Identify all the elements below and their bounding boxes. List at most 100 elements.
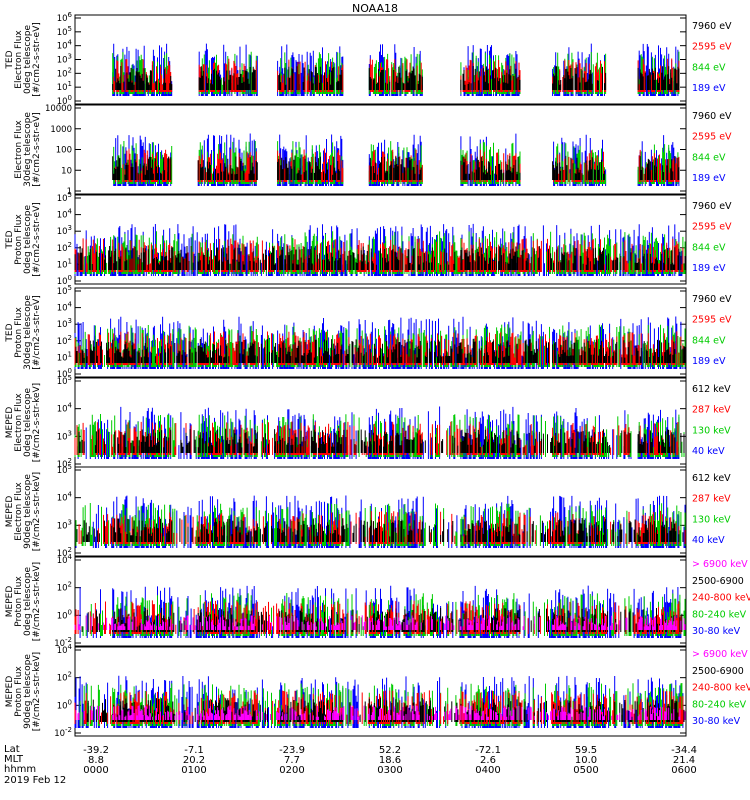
legend-entry: 612 keV	[692, 384, 731, 395]
y-tick-label: 102	[57, 334, 72, 347]
y-label-line: MEPED	[5, 407, 15, 439]
y-tick-label: 103	[57, 224, 72, 237]
legend-entry: 2595 eV	[692, 132, 732, 143]
legend-entry: 30-80 keV	[692, 716, 741, 727]
y-tick-label: 103	[57, 518, 72, 531]
time-tick-hhmm: 0300	[377, 765, 402, 776]
time-tick-mlt: 8.8	[88, 755, 104, 766]
time-tick-mlt: 7.7	[284, 755, 300, 766]
y-tick-label: 10000	[45, 104, 72, 114]
legend-entry: 2500-6900	[692, 666, 744, 677]
y-label-line: MEPED	[5, 676, 15, 708]
y-label-line: Electron Flux	[14, 482, 24, 541]
y-axis-label: Electron Flux 30deg telescope [#/cm2-s-str…	[14, 112, 42, 187]
y-tick-label: 105	[57, 463, 72, 476]
y-label-line: 90deg telescope	[23, 654, 33, 729]
legend-entry: 40 keV	[692, 446, 725, 457]
y-axis-label: MEPED Proton Flux 0deg telescope [#/cm2-s-s…	[5, 562, 42, 641]
y-tick-label: 100	[57, 274, 72, 287]
legend-entry: 189 eV	[692, 356, 726, 367]
y-tick-label: 105	[57, 25, 72, 38]
y-tick-label: 1000	[50, 125, 72, 135]
y-axis-label: MEPED Proton Flux 90deg telescope [#/cm2-s-…	[5, 652, 42, 731]
legend-entry: 130 keV	[692, 514, 731, 525]
legend-entry: 844 eV	[692, 62, 726, 73]
legend-entry: 240-800 keV	[692, 593, 750, 604]
legend-entry: 844 eV	[692, 335, 726, 346]
time-tick-hhmm: 0500	[573, 765, 598, 776]
panel-7: 10-2 100 102 104 MEPED Proton Flux 0deg telesc…	[5, 553, 750, 649]
legend-entry: 7960 eV	[692, 111, 732, 122]
y-tick-label: 105	[57, 374, 72, 387]
y-tick-label: 102	[57, 241, 72, 254]
y-tick-label: 104	[57, 643, 73, 656]
legend-entry: 130 keV	[692, 425, 731, 436]
time-tick-lat: 52.2	[379, 745, 401, 756]
legend-entry: 287 keV	[692, 405, 731, 416]
panel-frame	[74, 287, 687, 378]
y-label-line: MEPED	[5, 496, 15, 528]
series-magenta	[74, 615, 686, 630]
y-label-line: Proton Flux	[14, 307, 24, 358]
y-label-line: [#/cm2-s-str-eV]	[32, 112, 42, 187]
y-tick-label: 100	[57, 608, 72, 621]
legend-entry: 2500-6900	[692, 576, 744, 587]
y-tick-label: 102	[57, 581, 72, 594]
y-tick-label: 102	[57, 546, 72, 559]
series-magenta	[75, 705, 686, 720]
y-label-line: TED	[5, 50, 15, 69]
y-label-line: [#/cm2-s-str-keV]	[32, 652, 42, 731]
series-black	[75, 338, 686, 363]
legend-entry: 240-800 keV	[692, 683, 750, 694]
legend-entry: 7960 eV	[692, 21, 732, 32]
time-tick-hhmm: 0200	[279, 765, 304, 776]
y-tick-label: 100	[57, 698, 72, 711]
time-tick-hhmm: 0000	[83, 765, 108, 776]
time-tick-mlt: 2.6	[480, 755, 496, 766]
y-label-line: [#/cm2-s-str-eV]	[32, 295, 42, 370]
time-tick-hhmm: 0600	[671, 765, 696, 776]
time-tick-hhmm: 0400	[475, 765, 500, 776]
y-tick-label: 103	[57, 53, 72, 66]
y-label-line: MEPED	[5, 586, 15, 618]
y-tick-label: 102	[57, 457, 72, 470]
y-label-line: Electron Flux	[14, 120, 24, 179]
legend-entry: 189 eV	[692, 263, 726, 274]
y-tick-label: 104	[57, 553, 73, 566]
legend-entry: 189 eV	[692, 83, 726, 94]
legend-entry: 30-80 keV	[692, 626, 741, 637]
panel-8: 10-2 100 102 104 MEPED Proton Flux 90deg teles…	[5, 643, 750, 739]
y-tick-label: 100	[56, 146, 72, 156]
chart-title: NOAA18	[351, 2, 399, 15]
panel-5: 102 103 104 105 MEPED Electron Flux 0deg teles…	[5, 374, 731, 470]
legend-entry: 844 eV	[692, 242, 726, 253]
y-axis-label: MEPED Electron Flux 90deg telescope [#/cm2-…	[5, 472, 42, 551]
y-label-line: 0deg telescope	[23, 388, 33, 458]
time-tick-mlt: 18.6	[379, 755, 401, 766]
y-label-line: [#/cm2-s-str-keV]	[32, 472, 42, 551]
y-label-line: Proton Flux	[14, 666, 24, 717]
series-black	[112, 66, 680, 90]
y-label-line: 0deg telescope	[23, 205, 33, 275]
y-label-line: Electron Flux	[14, 30, 24, 89]
legend-entry: 189 eV	[692, 173, 726, 184]
y-label-line: 30deg telescope	[23, 112, 33, 187]
series-black	[112, 155, 680, 180]
panel-frame	[74, 466, 687, 557]
legend-entry: > 6900 keV	[692, 559, 748, 570]
y-label-line: 30deg telescope	[23, 295, 33, 370]
panel-frame	[74, 556, 687, 647]
y-tick-label: 10	[61, 166, 72, 176]
y-axis-label: MEPED Electron Flux 0deg telescope [#/cm2-s…	[5, 383, 42, 462]
y-axis-label: TED Proton Flux 0deg telescope [#/cm2-s-str…	[5, 202, 42, 277]
legend-entry: 287 keV	[692, 494, 731, 505]
legend-entry: 2595 eV	[692, 222, 732, 233]
time-tick-mlt: 20.2	[183, 755, 205, 766]
y-label-line: TED	[5, 230, 15, 249]
y-tick-label: 105	[57, 284, 72, 297]
y-label-line: Proton Flux	[14, 576, 24, 627]
y-tick-label: 104	[57, 39, 73, 52]
y-tick-label: 101	[57, 350, 72, 363]
y-tick-label: 101	[57, 257, 72, 270]
